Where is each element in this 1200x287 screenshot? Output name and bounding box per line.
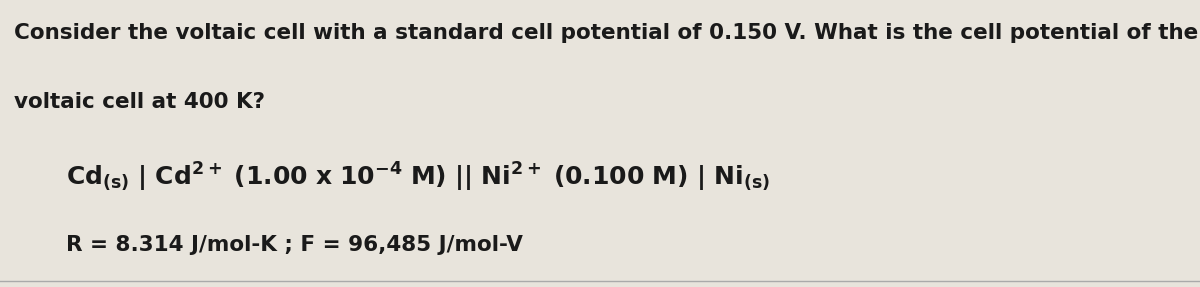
Text: $\bf{Cd}$$\bf{_{(s)}}$$\bf{\ |\ Cd}$$\bf{^{2+}}$$\bf{\ (1.00\ x\ 10}$$\bf{^{-4}}: $\bf{Cd}$$\bf{_{(s)}}$$\bf{\ |\ Cd}$$\bf… [66,161,770,194]
Text: R = 8.314 J/mol-K ; F = 96,485 J/mol-V: R = 8.314 J/mol-K ; F = 96,485 J/mol-V [66,235,523,255]
Text: Consider the voltaic cell with a standard cell potential of 0.150 V. What is the: Consider the voltaic cell with a standar… [14,23,1199,43]
Text: voltaic cell at 400 K?: voltaic cell at 400 K? [14,92,265,112]
